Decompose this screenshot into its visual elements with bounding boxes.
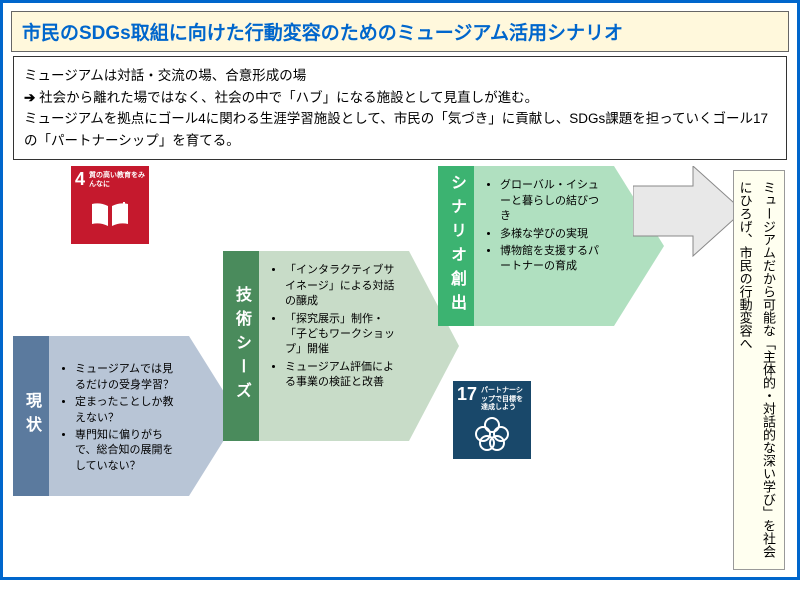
intro-arrow-char: ➔: [24, 90, 35, 105]
sdg17-number: 17: [457, 385, 477, 412]
intro-line2-text: 社会から離れた場ではなく、社会の中で「ハブ」になる施設として見直しが進む。: [39, 90, 538, 105]
arrow-genjo: 現状 ミュージアムでは見るだけの受身学習？ 定まったことしか教えない？ 専門知に…: [13, 336, 239, 566]
sdg4-number: 4: [75, 170, 85, 189]
genjo-item: ミュージアムでは見るだけの受身学習？: [75, 362, 179, 393]
seeds-item: ミュージアム評価による事業の検証と改善: [285, 360, 399, 391]
sdg4-badge: 4 質の高い教育をみんなに: [71, 166, 149, 244]
sdg4-text: 質の高い教育をみんなに: [89, 172, 145, 189]
seeds-item: 「探究展示」制作・「子どもワークショップ」開催: [285, 312, 399, 358]
arrow-seeds-label: 技術シーズ: [223, 251, 259, 441]
seeds-item: 「インタラクティブサイネージ」による対話の醸成: [285, 263, 399, 309]
genjo-item: 定まったことしか教えない？: [75, 395, 179, 426]
intro-line3: ミュージアムを拠点にゴール4に関わる生涯学習施設として、市民の「気づき」に貢献し…: [24, 108, 776, 151]
sdg17-badge: 17 パートナーシップで目標を達成しよう: [453, 381, 531, 459]
arrow-scenario-content: グローバル・イシューと暮らしの結びつき 多様な学びの実現 博物館を支援するパート…: [478, 172, 608, 282]
genjo-item: 専門知に偏りがちで、総合知の展開をしていない？: [75, 428, 179, 474]
arrow-seeds: 技術シーズ 「インタラクティブサイネージ」による対話の醸成 「探究展示」制作・「…: [223, 251, 459, 506]
arrow-scenario-label: シナリオ創出: [438, 166, 474, 326]
scenario-item: 博物館を支援するパートナーの育成: [500, 244, 604, 275]
conclusion-box: ミュージアムだから可能な「主体的・対話的な深い学び」を社会にひろげ、市民の行動変…: [733, 170, 785, 570]
diagram-area: 4 質の高い教育をみんなに 現状 ミュ: [13, 166, 787, 576]
intro-line2: ➔ 社会から離れた場ではなく、社会の中で「ハブ」になる施設として見直しが進む。: [24, 87, 776, 109]
sdg17-text: パートナーシップで目標を達成しよう: [481, 387, 527, 412]
intro-box: ミュージアムは対話・交流の場、合意形成の場 ➔ 社会から離れた場ではなく、社会の…: [13, 56, 787, 160]
final-arrow: [633, 166, 743, 591]
rings-icon: [457, 413, 527, 456]
arrow-genjo-content: ミュージアムでは見るだけの受身学習？ 定まったことしか教えない？ 専門知に偏りが…: [53, 356, 183, 482]
arrow-genjo-label: 現状: [13, 336, 49, 496]
intro-line1: ミュージアムは対話・交流の場、合意形成の場: [24, 65, 776, 87]
scenario-item: グローバル・イシューと暮らしの結びつき: [500, 178, 604, 224]
arrow-scenario: シナリオ創出 グローバル・イシューと暮らしの結びつき 多様な学びの実現 博物館を…: [438, 166, 664, 391]
arrow-seeds-content: 「インタラクティブサイネージ」による対話の醸成 「探究展示」制作・「子どもワーク…: [263, 257, 403, 398]
book-icon: [75, 189, 145, 240]
slide-frame: 市民のSDGs取組に向けた行動変容のためのミュージアム活用シナリオ ミュージアム…: [0, 0, 800, 580]
scenario-item: 多様な学びの実現: [500, 227, 604, 242]
slide-title: 市民のSDGs取組に向けた行動変容のためのミュージアム活用シナリオ: [11, 11, 789, 52]
